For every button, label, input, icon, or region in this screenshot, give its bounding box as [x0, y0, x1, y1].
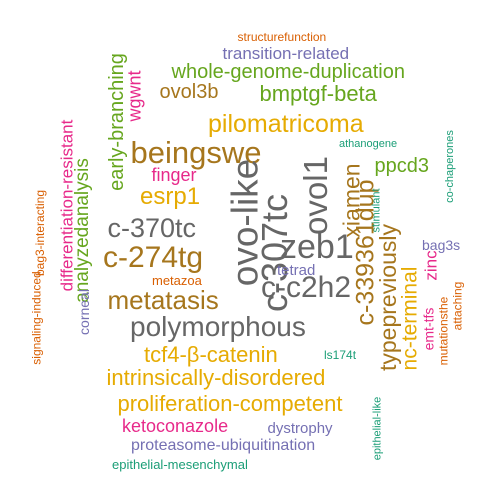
word-tcf4-beta-catenin: tcf4-β-catenin: [144, 342, 278, 367]
word-epithelial-like: epithelial-like: [371, 396, 384, 460]
word-analyzedanalysis: analyzedanalysis: [71, 157, 93, 303]
word-finger: finger: [151, 165, 197, 185]
word-ovol3b: ovol3b: [159, 81, 219, 103]
word-esrp1: esrp1: [140, 183, 201, 210]
word-intrinsically-disordered: intrinsically-disordered: [106, 365, 326, 390]
word-emt-tfs: emt-tfs: [419, 307, 436, 351]
word-ovol1: ovol1: [296, 155, 334, 235]
word-bag3s: bag3s: [422, 237, 461, 253]
word-early-branching: early-branching: [105, 53, 128, 191]
word-ppcd3: ppcd3: [374, 155, 430, 177]
word-transition-related: transition-related: [222, 43, 350, 63]
word-signaling-induced: signaling-induced: [29, 271, 44, 365]
word-zinc: zinc: [421, 249, 441, 281]
word-typepreviously: typepreviously: [374, 223, 401, 371]
word-proliferation-competent: proliferation-competent: [117, 391, 343, 416]
word-bag3-interacting: bag3-interacting: [33, 189, 48, 277]
word-zeb1: zeb1: [280, 228, 354, 266]
word-dystrophy: dystrophy: [267, 419, 333, 437]
word-polymorphous: polymorphous: [130, 311, 306, 342]
word-c-370tc: c-370tc: [107, 212, 197, 243]
word-beingswe: beingswe: [130, 134, 262, 170]
word-pilomatricoma: pilomatricoma: [208, 109, 364, 138]
word-c-274tg: c-274tg: [103, 241, 204, 274]
word-tetrad: tetrad: [277, 261, 316, 279]
word-attaching: attaching: [449, 281, 464, 331]
word-corneal: corneal: [75, 289, 92, 335]
word-metazoa: metazoa: [152, 272, 202, 288]
word-athanogene: athanogene: [339, 137, 398, 150]
word-epithelial-mesenchymal: epithelial-mesenchymal: [112, 456, 248, 472]
word-c-c2h2: c-c2h2: [261, 271, 352, 304]
word-whole-genome-duplication: whole-genome-duplication: [171, 61, 405, 83]
word-ketoconazole: ketoconazole: [122, 416, 229, 436]
word-stimulant: stimulant: [370, 187, 383, 233]
word-structurefunction: structurefunction: [237, 30, 327, 44]
word-bmptgf-beta: bmptgf-beta: [259, 81, 377, 106]
word-ls174t: ls174t: [324, 348, 357, 362]
word-co-chaperones: co-chaperones: [443, 129, 456, 203]
word-metatasis: metatasis: [107, 285, 219, 315]
word-proteasome-ubiquitination: proteasome-ubiquitination: [131, 437, 316, 454]
word-nc-terminal: nc-terminal: [398, 266, 422, 370]
word-mutationsthe: mutationsthe: [435, 296, 450, 366]
